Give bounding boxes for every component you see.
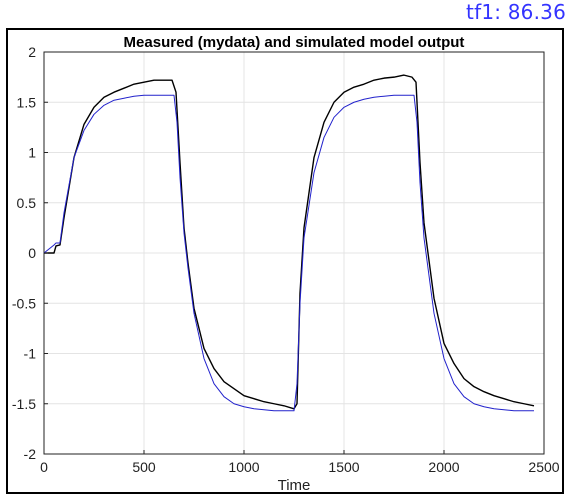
- y-tick-label: -1: [24, 346, 37, 362]
- x-tick-label: 1500: [328, 459, 359, 475]
- y-tick-label: -0.5: [12, 295, 36, 311]
- y-tick-label: 2: [28, 44, 36, 60]
- y-tick-label: 0: [28, 245, 36, 261]
- line-chart: 0 500 1000 1500 2000 2500 -2 -1.5 -1 -0.5 0 0.5 1 1.5…: [12, 34, 560, 492]
- plot-frame: 0 500 1000 1500 2000 2500 -2 -1.5 -1 -0.5 0 0.5 1 1.5…: [6, 28, 564, 494]
- x-tick-label: 2000: [428, 459, 459, 475]
- chart-title: Measured (mydata) and simulated model ou…: [124, 34, 465, 51]
- y-tick-label: 0.5: [17, 195, 37, 211]
- series-layer: [43, 74, 535, 412]
- grid-layer: [43, 51, 545, 455]
- x-tick-label: 0: [40, 459, 48, 475]
- simulated-series-line: [43, 94, 534, 412]
- measured-series-line: [44, 74, 535, 410]
- x-axis-label: Time: [278, 477, 311, 492]
- y-tick-label: 1.5: [17, 94, 37, 110]
- legend-fit-label: tf1: 86.36: [466, 0, 566, 24]
- y-tick-label: -1.5: [12, 396, 36, 412]
- x-tick-label: 1000: [228, 459, 259, 475]
- x-tick-label: 2500: [528, 459, 559, 475]
- y-tick-label: 1: [28, 145, 36, 161]
- y-tick-label: -2: [24, 446, 37, 462]
- tick-layer: 0 500 1000 1500 2000 2500 -2 -1.5 -1 -0.5 0 0.5 1 1.5…: [12, 44, 560, 475]
- x-tick-label: 500: [132, 459, 156, 475]
